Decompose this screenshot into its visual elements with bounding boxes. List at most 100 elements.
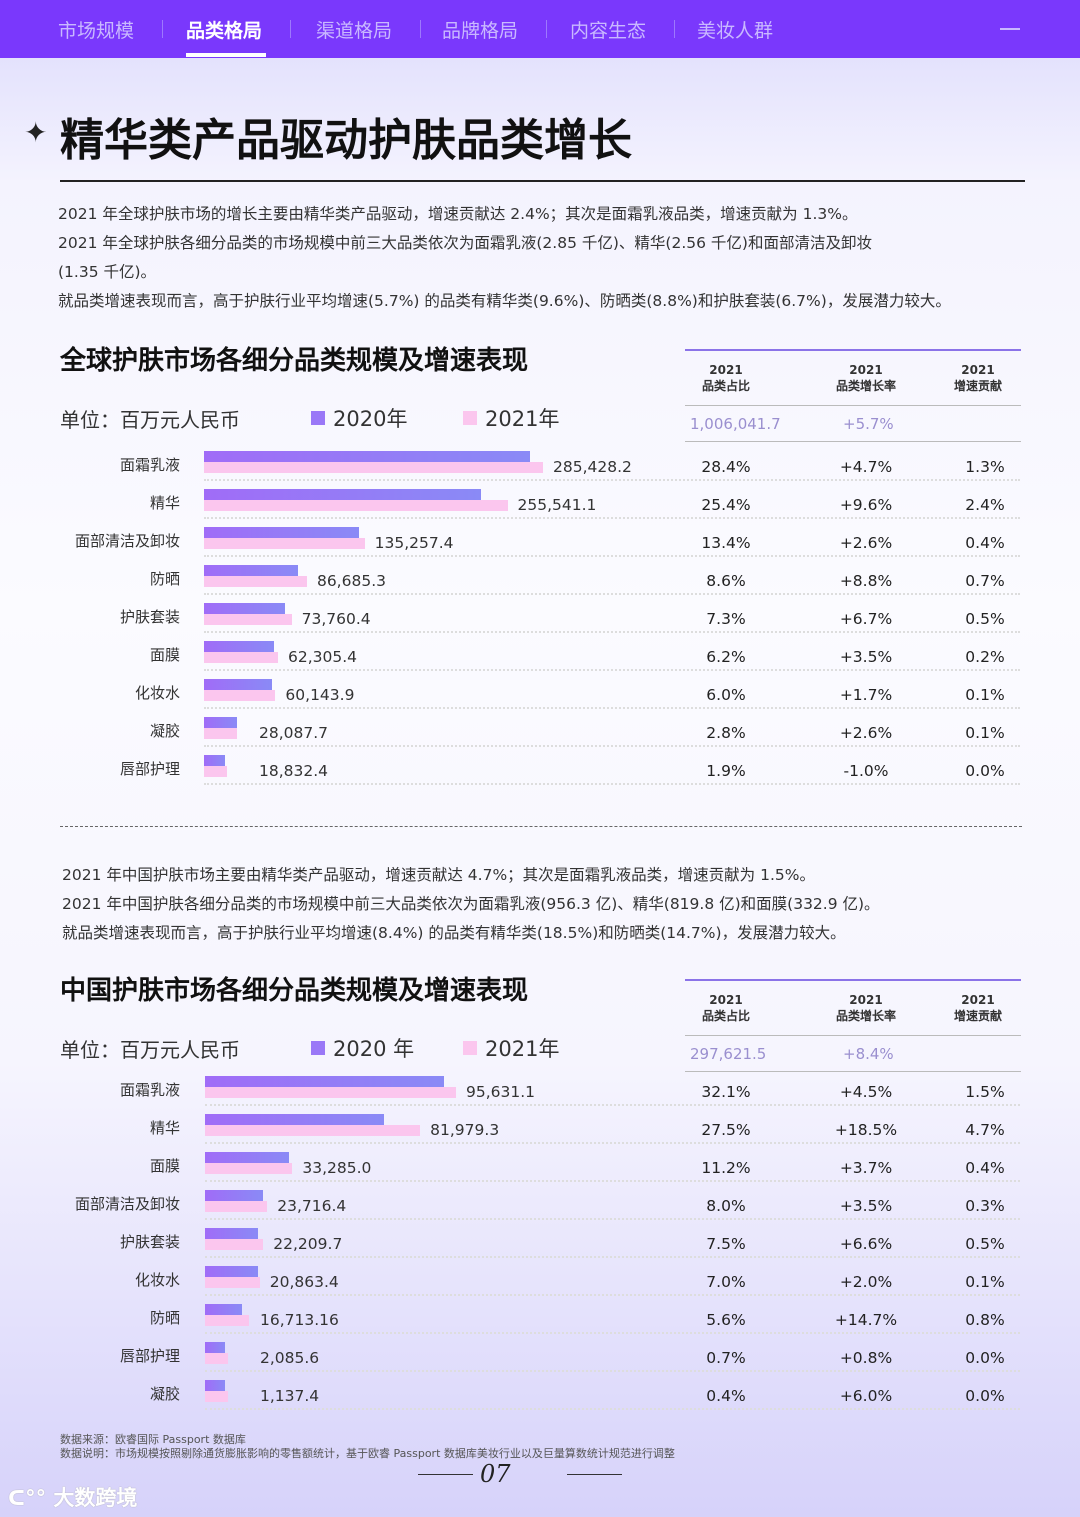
- page-number: 07: [480, 1460, 511, 1488]
- header-year: 2021: [709, 993, 743, 1007]
- page-title: 精华类产品驱动护肤品类增长: [60, 115, 632, 166]
- value-label: 23,716.4: [277, 1197, 347, 1215]
- table-cell: 0.1%: [965, 686, 1005, 704]
- legend-label: 2021年: [485, 1037, 560, 1061]
- legend-label: 2021年: [485, 407, 560, 431]
- chart-title: 全球护肤市场各细分品类规模及增速表现: [60, 346, 529, 376]
- row-divider: [205, 1332, 1020, 1334]
- value-label: 20,863.4: [269, 1273, 339, 1291]
- bar-2020: [204, 489, 481, 500]
- table-cell: 1.3%: [965, 458, 1005, 476]
- bar-2021: [204, 462, 543, 473]
- value-label: 135,257.4: [374, 534, 454, 552]
- tab-3[interactable]: 品牌格局: [442, 20, 519, 42]
- table-cell: 7.5%: [706, 1235, 746, 1253]
- legend-swatch-2020: [311, 1041, 325, 1055]
- data-source: 数据来源：欧睿国际 Passport 数据库: [60, 1433, 246, 1446]
- category-label: 精华: [149, 494, 180, 512]
- arrow-right-decoration: [418, 1474, 473, 1475]
- bar-2020: [205, 1266, 259, 1277]
- bar-2021: [205, 1391, 228, 1402]
- bar-2021: [204, 576, 307, 587]
- table-cell: 1.9%: [706, 762, 746, 780]
- tab-5[interactable]: 美妆人群: [697, 20, 774, 42]
- row-divider: [205, 1142, 1020, 1144]
- tab-4[interactable]: 内容生态: [570, 20, 647, 42]
- menu-icon[interactable]: [1000, 28, 1020, 30]
- bar-2020: [205, 1076, 444, 1087]
- total-rule: [685, 441, 1021, 442]
- value-label: 18,832.4: [259, 762, 329, 780]
- bar-2020: [204, 641, 274, 652]
- bar-2020: [205, 1380, 225, 1391]
- table-cell: +2.6%: [839, 534, 893, 552]
- value-label: 2,085.6: [260, 1349, 320, 1367]
- title-divider: [60, 180, 1025, 182]
- row-divider: [204, 745, 1020, 747]
- category-label: 面霜乳液: [119, 456, 180, 474]
- table-cell: +6.6%: [839, 1235, 893, 1253]
- row-divider: [204, 707, 1020, 709]
- value-label: 73,760.4: [301, 610, 371, 628]
- category-label: 面部清洁及卸妆: [74, 532, 180, 550]
- total-size: 297,621.5: [690, 1045, 767, 1063]
- bar-2021: [205, 1353, 228, 1364]
- china-paragraph: 就品类增速表现而言，高于护肤行业平均增速(8.4%) 的品类有精华类(18.5%…: [62, 924, 846, 942]
- table-cell: 0.0%: [965, 1387, 1005, 1405]
- table-cell: +4.5%: [839, 1083, 893, 1101]
- table-cell: 0.8%: [965, 1311, 1005, 1329]
- global-paragraph: (1.35 千亿)。: [58, 263, 157, 281]
- table-cell: 0.4%: [965, 1159, 1005, 1177]
- legend-label: 2020 年: [333, 1037, 415, 1061]
- bar-2021: [204, 652, 278, 663]
- table-header: 2021 品类增长率: [806, 362, 926, 394]
- table-cell: +1.7%: [839, 686, 893, 704]
- header-year: 2021: [849, 363, 883, 377]
- bar-2021: [204, 500, 508, 511]
- bar-2021: [205, 1201, 268, 1212]
- category-label: 面霜乳液: [119, 1081, 180, 1099]
- chart-title: 中国护肤市场各细分品类规模及增速表现: [60, 976, 529, 1006]
- category-label: 面膜: [149, 1157, 180, 1175]
- total-growth: +8.4%: [843, 1045, 894, 1063]
- table-cell: 28.4%: [701, 458, 751, 476]
- category-label: 精华: [149, 1119, 180, 1137]
- table-cell: 32.1%: [701, 1083, 751, 1101]
- header-label: 增速贡献: [953, 379, 1002, 393]
- table-cell: 25.4%: [701, 496, 751, 514]
- table-cell: +3.5%: [839, 648, 893, 666]
- table-cell: 0.7%: [965, 572, 1005, 590]
- bar-2021: [205, 1163, 293, 1174]
- table-header: 2021 品类增长率: [806, 992, 926, 1024]
- category-label: 防晒: [149, 1309, 180, 1327]
- row-divider: [204, 593, 1020, 595]
- table-cell: +0.8%: [839, 1349, 893, 1367]
- value-label: 255,541.1: [517, 496, 597, 514]
- category-label: 凝胶: [149, 1385, 180, 1403]
- tab-2[interactable]: 渠道格局: [316, 20, 393, 42]
- bar-2020: [204, 717, 238, 728]
- table-cell: 0.0%: [965, 762, 1005, 780]
- header-year: 2021: [709, 363, 743, 377]
- value-label: 62,305.4: [287, 648, 358, 666]
- bar-2020: [204, 565, 298, 576]
- row-divider: [205, 1256, 1020, 1258]
- category-label: 化妆水: [134, 684, 180, 702]
- table-cell: +3.7%: [839, 1159, 893, 1177]
- header-label: 增速贡献: [953, 1009, 1002, 1023]
- value-label: 86,685.3: [316, 572, 386, 590]
- table-cell: 0.1%: [965, 1273, 1005, 1291]
- tab-1[interactable]: 品类格局: [186, 20, 263, 42]
- tab-0[interactable]: 市场规模: [58, 20, 135, 42]
- unit-label: 单位：百万元人民币: [60, 408, 240, 432]
- row-divider: [205, 1180, 1020, 1182]
- value-label: 22,209.7: [273, 1235, 343, 1253]
- header-rule: [685, 1035, 1021, 1036]
- bar-2021: [205, 1277, 260, 1288]
- bar-2020: [205, 1152, 289, 1163]
- table-cell: +6.7%: [839, 610, 893, 628]
- table-cell: 27.5%: [701, 1121, 751, 1139]
- header-label: 品类占比: [701, 379, 750, 393]
- row-divider: [205, 1104, 1020, 1106]
- table-cell: 8.0%: [706, 1197, 746, 1215]
